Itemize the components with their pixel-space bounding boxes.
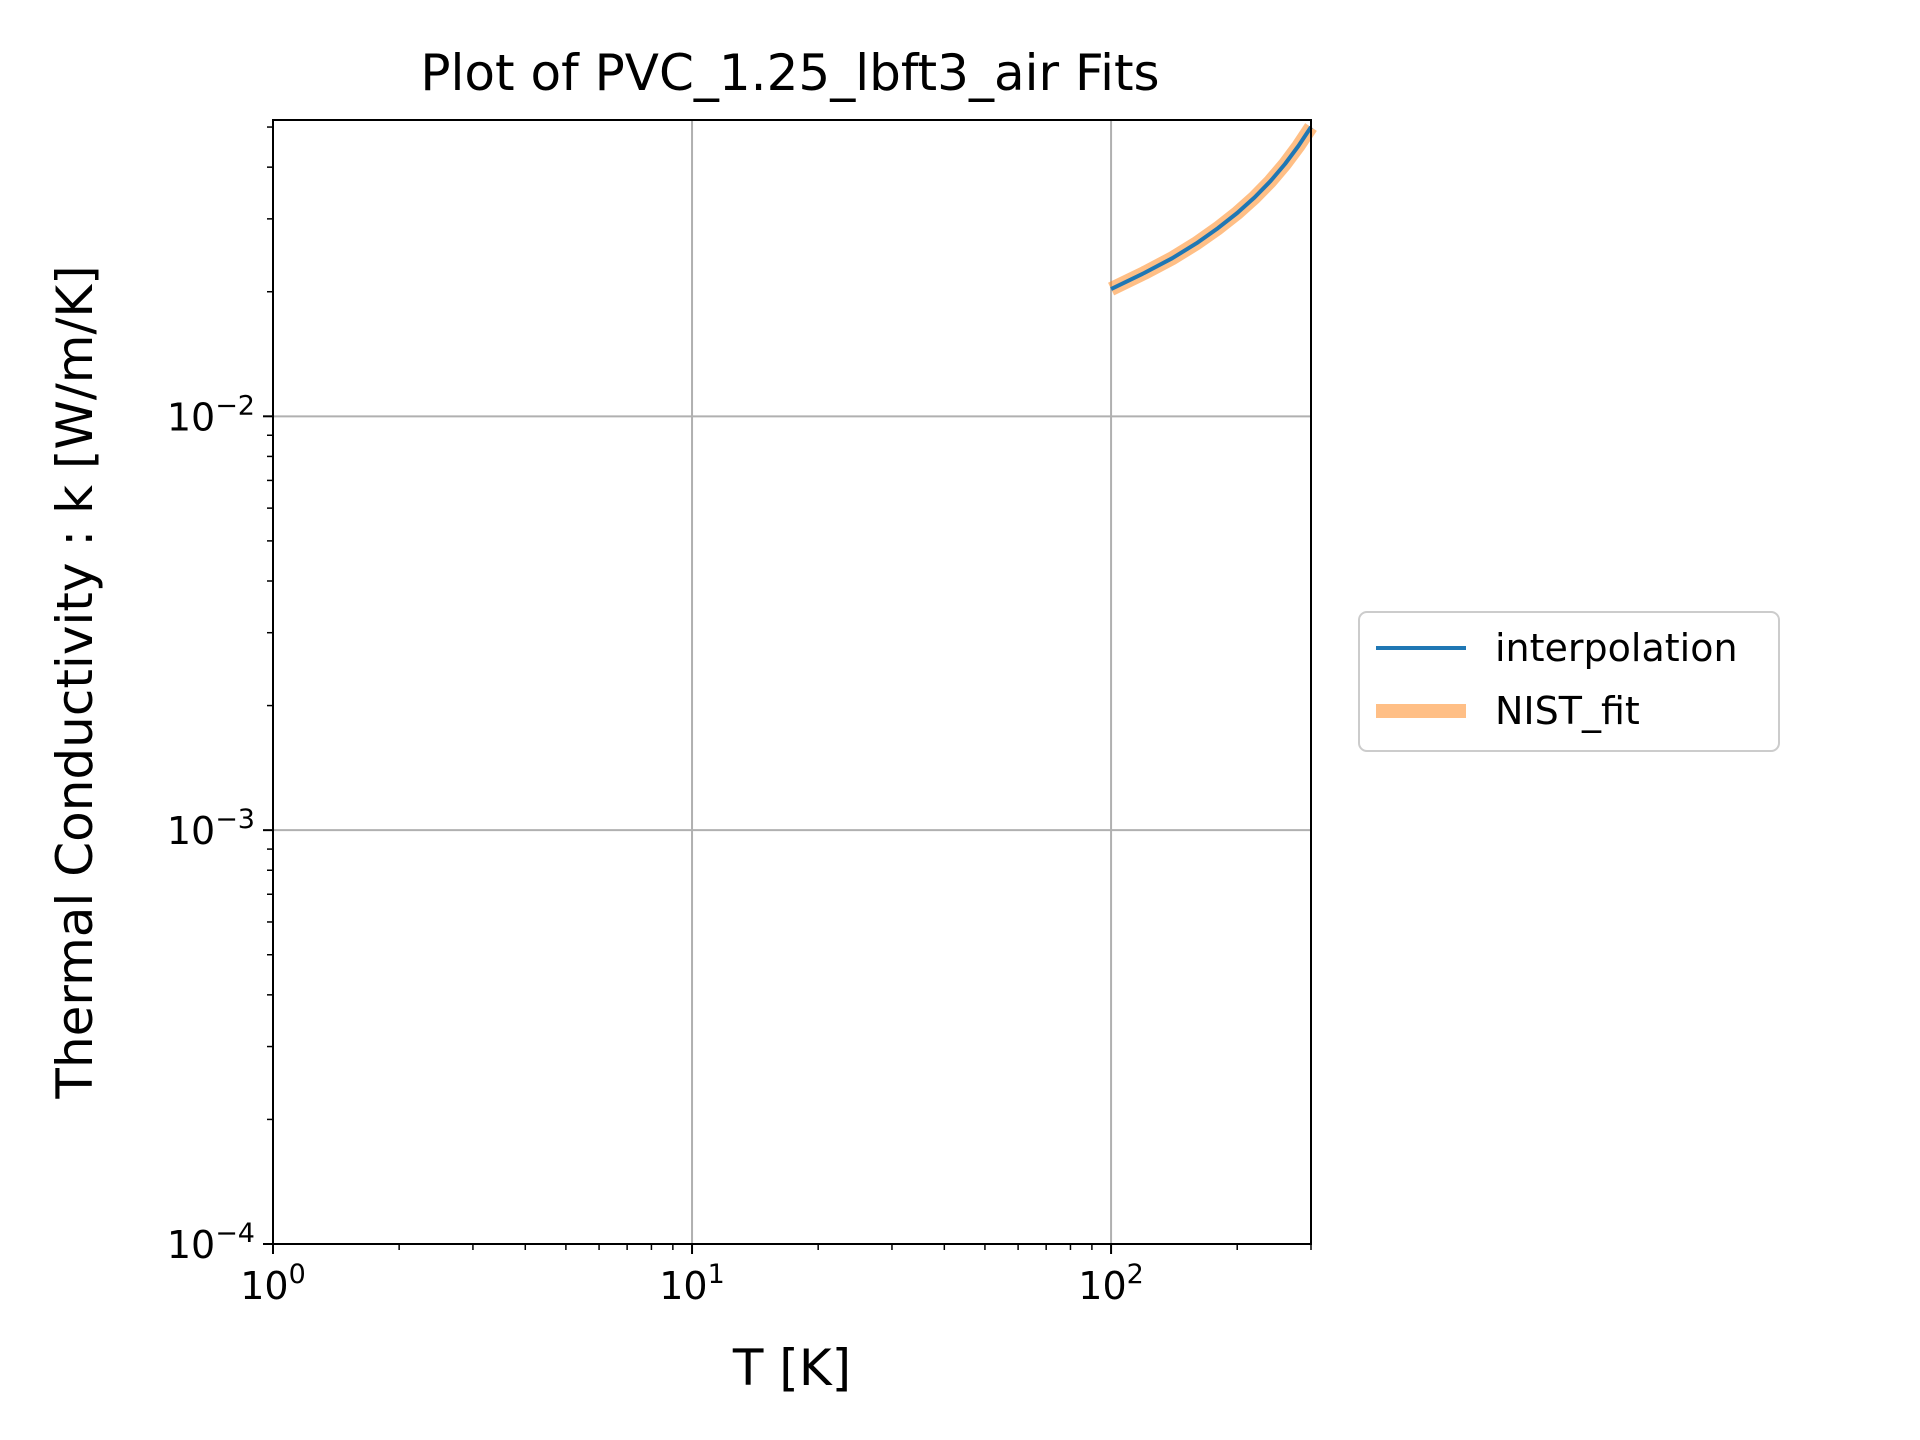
legend-label-interpolation: interpolation <box>1495 626 1738 670</box>
x-axis-label: T [K] <box>732 1339 851 1397</box>
y-tick-label-0: 10−4 <box>167 1218 255 1267</box>
minor-ticks <box>267 126 1312 1250</box>
series-line-nist-fit <box>1108 123 1317 296</box>
x-tick-labels: 100 101 102 <box>240 1259 1144 1308</box>
legend-label-nist-fit: NIST_fit <box>1495 689 1640 733</box>
x-tick-label-1: 101 <box>659 1259 725 1308</box>
y-tick-labels: 10−4 10−3 10−2 <box>167 390 255 1267</box>
x-tick-label-0: 100 <box>240 1259 306 1308</box>
y-tick-label-1: 10−3 <box>167 804 255 853</box>
y-tick-label-2: 10−2 <box>167 390 255 439</box>
x-tick-label-2: 102 <box>1078 1259 1144 1308</box>
major-ticks <box>263 415 1113 1254</box>
series-line-interpolation <box>1110 125 1313 291</box>
grid-lines <box>272 120 1311 1245</box>
plot-frame <box>272 119 1312 1245</box>
chart-title: Plot of PVC_1.25_lbft3_air Fits <box>420 44 1159 102</box>
y-axis-label: Thermal Conductivity : k [W/m/K] <box>46 265 104 1099</box>
legend: interpolation NIST_fit <box>1358 611 1780 752</box>
series-layer <box>1108 123 1317 296</box>
